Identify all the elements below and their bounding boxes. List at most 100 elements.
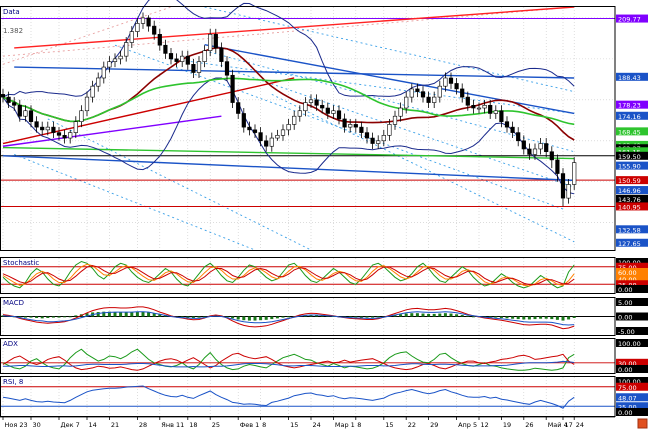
indicator-2-value-tag-box: [616, 312, 648, 321]
indicator-2-histogram-bar: [259, 316, 263, 321]
candle-body: [342, 118, 347, 128]
price-value-tag-box: [616, 151, 648, 160]
candle-body: [476, 107, 482, 110]
panel-frames-layer: Data 1.382 Stochastic MACD ADX RSI, 8: [0, 6, 616, 417]
indicator-1-value-tag: 0.00: [618, 286, 632, 294]
indicator-2-histogram-bar: [438, 313, 442, 317]
indicator-2-histogram-bar: [23, 316, 27, 318]
indicator-2-histogram-bar: [191, 316, 195, 318]
candle-body: [275, 135, 280, 139]
indicator-4-panel-title: RSI, 8: [3, 378, 23, 386]
candle-body: [482, 104, 487, 109]
indicator-2-histogram-bar: [432, 313, 436, 317]
time-axis-label: Дек 7: [61, 421, 80, 429]
indicator-4-value-tag: 75.00: [618, 384, 637, 392]
price-value-tag-box: [616, 72, 648, 81]
indicator-2-histogram-bar: [410, 313, 414, 317]
candle-body: [353, 124, 358, 128]
candle-body: [471, 104, 476, 109]
candle-body: [213, 34, 218, 49]
candle-body: [549, 151, 554, 161]
price-panel-frame: [0, 6, 616, 251]
indicator-2-histogram-bar: [404, 313, 408, 317]
indicator-2-value-tag: 5.00: [618, 299, 632, 307]
time-axis-label: 21: [111, 421, 119, 429]
candle-body: [68, 132, 73, 139]
candle-body: [320, 104, 325, 109]
indicator-2-histogram-bar: [421, 313, 425, 317]
indicator-2-histogram-bar: [63, 316, 67, 318]
indicator-2-histogram-bar: [264, 316, 268, 320]
indicator-2-histogram-bar: [85, 313, 89, 317]
candle-body: [348, 124, 353, 128]
candle-body: [392, 115, 398, 125]
indicator-2-histogram-bar: [107, 311, 111, 317]
indicator-1-value-tag-box: [616, 275, 648, 283]
indicator-4-value-tag-box: [616, 408, 648, 416]
candle-body: [219, 47, 224, 62]
indicator-2-histogram-bar: [119, 312, 123, 317]
candle-body: [387, 124, 392, 136]
indicator-2-histogram-bar: [35, 316, 39, 318]
time-axis-label: 14: [89, 421, 97, 429]
price-value-tag: 155.90: [618, 163, 641, 171]
candle-body: [17, 104, 22, 117]
moving-average-50: [2, 77, 575, 126]
price-value-tag: 140.95: [618, 203, 641, 211]
candle-body: [56, 132, 62, 136]
candle-body: [23, 110, 28, 117]
candle-body: [555, 159, 560, 174]
candle-body: [168, 53, 174, 60]
indicator-2-histogram-bar: [231, 316, 235, 319]
indicator-2-histogram-bar: [511, 316, 515, 319]
fibonacci-fan-line: [238, 72, 575, 188]
price-value-tag-box: [616, 225, 648, 234]
price-value-tag-box: [616, 238, 648, 247]
candle-body: [510, 126, 515, 133]
candle-body: [247, 126, 252, 131]
indicator-2-histogram-bar: [488, 316, 492, 318]
indicator-2-histogram-bar: [68, 316, 72, 318]
price-panel-corner-value: 1.382: [3, 27, 23, 35]
indicator-2-histogram-bar: [533, 316, 537, 320]
candle-body: [314, 99, 319, 106]
candle-body: [297, 110, 302, 117]
candle-body: [202, 50, 207, 62]
indicator-1-panel-frame: [0, 257, 616, 294]
indicator-2-histogram-bar: [443, 313, 447, 317]
time-axis-label: Фев 1: [240, 421, 260, 429]
indicator-2-histogram-bar: [287, 316, 291, 318]
candle-body: [516, 132, 521, 142]
value-tags-layer: 209.77188.43178.23174.16168.45163.49162.…: [616, 14, 648, 417]
candle-body: [140, 17, 146, 24]
candle-body: [236, 102, 241, 114]
indicator-2-histogram-bar: [449, 313, 453, 317]
indicator-1-value-tag-box: [616, 258, 648, 266]
indicator-1-value-tag-box: [616, 268, 648, 276]
price-value-tag: 209.77: [618, 16, 641, 24]
indicator-4-value-tag-box: [616, 382, 648, 391]
candle-body: [112, 58, 118, 62]
indicator-2-histogram-bar: [309, 314, 313, 317]
candle-body: [443, 77, 448, 87]
indicator-2-histogram-bar: [275, 316, 279, 319]
candle-body: [264, 140, 269, 147]
candle-body: [258, 132, 263, 142]
price-value-tag-box: [616, 127, 648, 136]
indicator-2-histogram-bar: [203, 316, 207, 318]
candle-body: [521, 140, 526, 150]
candle-body: [465, 96, 470, 106]
panel-close-icon[interactable]: [637, 418, 648, 429]
indicator-1-series-line: [2, 265, 575, 286]
time-axis-label: 29: [430, 421, 438, 429]
candle-body: [40, 126, 45, 131]
time-axis-label: 8: [262, 421, 266, 429]
indicator-3-value-tag: 100.00: [618, 340, 641, 348]
indicator-1-value-tag-box: [616, 262, 648, 271]
candle-body: [409, 88, 414, 98]
indicator-2-histogram-bar: [544, 316, 548, 319]
candle-body: [359, 126, 364, 133]
indicator-2-histogram-bar: [505, 316, 509, 319]
indicator-2-value-tag-box: [616, 327, 648, 335]
